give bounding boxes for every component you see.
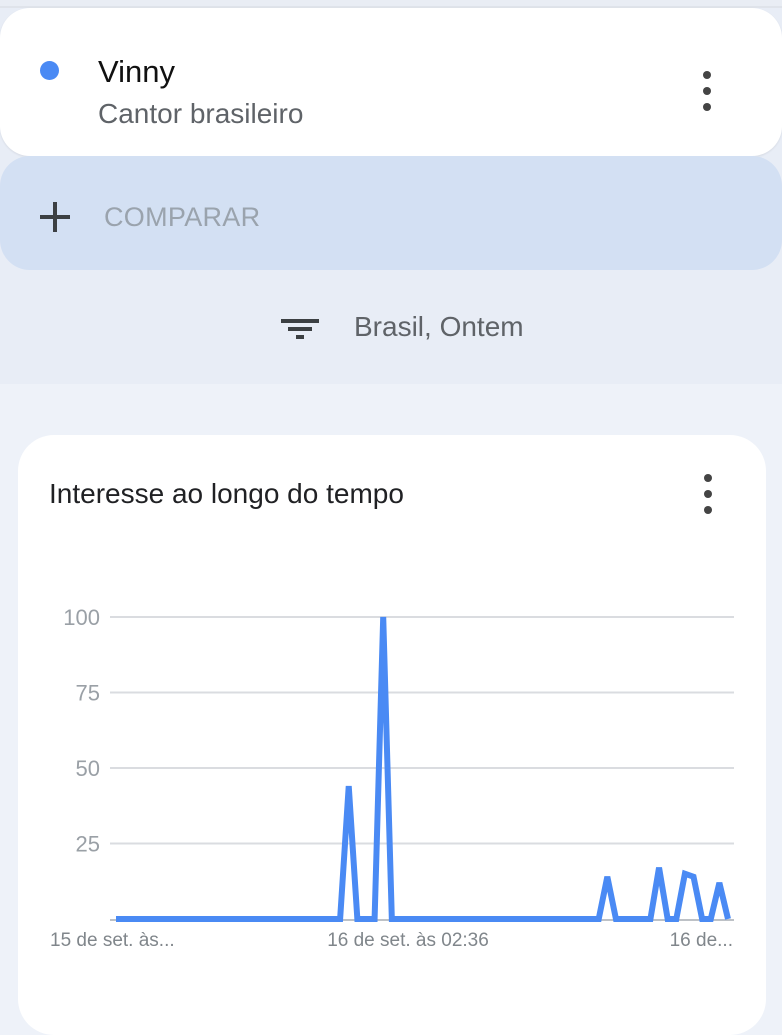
interest-over-time-card bbox=[18, 435, 766, 1035]
y-tick-label: 100 bbox=[63, 605, 100, 630]
interest-chart: 100 75 50 25 15 de set. às... 16 de set. às 0… bbox=[50, 605, 734, 951]
term-name: Vinny bbox=[98, 54, 175, 89]
chart-more-options-icon[interactable] bbox=[698, 474, 718, 514]
x-tick-label: 16 de... bbox=[670, 930, 733, 951]
term-subtitle: Cantor brasileiro bbox=[98, 98, 304, 129]
chart-title: Interesse ao longo do tempo bbox=[49, 478, 404, 509]
y-tick-label: 25 bbox=[76, 832, 100, 857]
top-divider bbox=[0, 0, 782, 8]
term-more-options-icon[interactable] bbox=[697, 71, 717, 111]
filter-button[interactable]: Brasil, Ontem bbox=[280, 305, 524, 349]
compare-label: COMPARAR bbox=[104, 202, 261, 232]
y-tick-label: 75 bbox=[76, 681, 100, 706]
x-tick-label: 16 de set. às 02:36 bbox=[327, 930, 489, 951]
filter-icon bbox=[280, 313, 320, 341]
y-tick-label: 50 bbox=[76, 756, 100, 781]
filter-label: Brasil, Ontem bbox=[354, 311, 524, 342]
compare-button[interactable]: COMPARAR bbox=[0, 156, 782, 270]
search-term-card[interactable]: Vinny Cantor brasileiro bbox=[0, 8, 782, 156]
x-tick-label: 15 de set. às... bbox=[50, 930, 175, 951]
series-color-dot bbox=[40, 61, 59, 80]
plus-icon bbox=[40, 202, 70, 232]
series-line bbox=[116, 616, 731, 922]
